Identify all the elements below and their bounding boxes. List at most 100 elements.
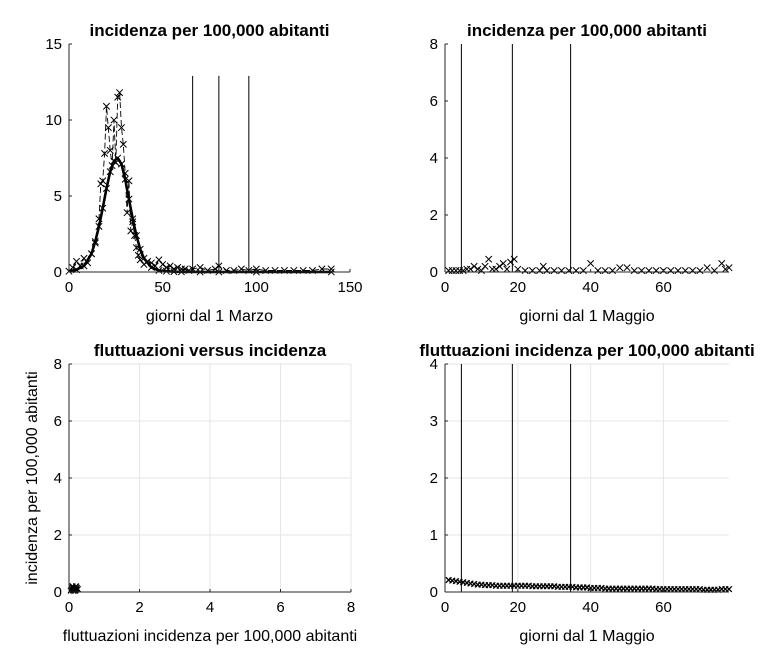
data-point xyxy=(674,267,682,275)
data-point-dot xyxy=(698,588,701,591)
data-point-dot xyxy=(640,587,643,590)
data-point xyxy=(718,259,726,268)
data-point-dot xyxy=(709,588,712,591)
data-point-dot xyxy=(524,584,527,587)
data-point-dot xyxy=(717,588,720,591)
data-point-dot xyxy=(545,585,548,588)
data-point xyxy=(587,259,595,268)
data-point-dot xyxy=(556,585,559,588)
data-point-dot xyxy=(476,583,479,586)
y-tick-label: 6 xyxy=(54,413,62,430)
data-point xyxy=(99,177,107,185)
data-point xyxy=(101,149,109,157)
data-point xyxy=(503,265,511,273)
y-tick-label: 8 xyxy=(430,36,438,53)
data-point xyxy=(116,89,124,97)
data-point-dot xyxy=(626,587,629,590)
data-point-dot xyxy=(604,587,607,590)
data-point-dot xyxy=(549,585,552,588)
data-point-dot xyxy=(586,586,588,589)
data-point xyxy=(623,264,631,272)
data-point xyxy=(499,259,507,268)
data-point-dot xyxy=(469,582,472,585)
data-point xyxy=(725,264,733,272)
data-point xyxy=(121,175,129,183)
data-point xyxy=(528,267,536,275)
data-point-dot xyxy=(571,585,574,588)
data-point-dot xyxy=(513,584,516,587)
data-point-dot xyxy=(713,588,716,591)
y-tick-label: 0 xyxy=(430,584,438,601)
data-point-dot xyxy=(600,587,603,590)
y-tick-label: 15 xyxy=(45,36,62,53)
x-axis-label: giorni dal 1 Maggio xyxy=(519,308,654,325)
data-point xyxy=(95,222,103,230)
data-point xyxy=(110,116,118,124)
data-point-dot xyxy=(451,579,454,582)
data-point xyxy=(106,146,114,154)
data-point-dot xyxy=(527,584,530,587)
data-point xyxy=(129,215,137,223)
data-point xyxy=(496,262,504,270)
x-tick-label: 8 xyxy=(347,599,355,616)
data-point-dot xyxy=(480,583,483,586)
y-tick-label: 2 xyxy=(430,207,438,224)
data-point xyxy=(485,255,493,263)
data-point-dot xyxy=(728,588,730,591)
data-point-dot xyxy=(454,580,457,583)
data-point-dot xyxy=(658,588,661,591)
data-point xyxy=(608,267,617,275)
data-point-dot xyxy=(655,588,658,591)
x-axis-label: giorni dal 1 Marzo xyxy=(146,308,273,325)
data-point-dot xyxy=(535,585,538,588)
data-point xyxy=(132,231,140,240)
y-tick-label: 4 xyxy=(54,470,62,487)
data-point-dot xyxy=(651,587,654,590)
data-point xyxy=(474,265,482,273)
data-point-dot xyxy=(611,587,614,590)
data-point xyxy=(652,267,660,275)
data-point xyxy=(91,238,99,246)
data-point-dot xyxy=(618,587,621,590)
data-point-dot xyxy=(505,584,508,587)
data-point xyxy=(616,264,624,272)
data-point-dot xyxy=(538,585,541,588)
data-point xyxy=(114,93,122,101)
x-axis-label: fluttuazioni incidenza per 100,000 abita… xyxy=(63,628,357,645)
data-point-dot xyxy=(473,583,476,586)
data-point-dot xyxy=(622,587,625,590)
data-point xyxy=(87,250,96,258)
x-tick-label: 0 xyxy=(65,599,73,616)
data-point xyxy=(681,267,689,275)
data-point xyxy=(102,184,111,192)
panel-fluctuations-may: fluttuazioni incidenza per 100,000 abita… xyxy=(419,341,754,645)
data-point xyxy=(543,267,551,275)
data-point-dot xyxy=(560,585,563,588)
plot-area xyxy=(445,44,729,272)
data-point-dot xyxy=(564,585,567,588)
data-point xyxy=(594,267,602,275)
data-point xyxy=(696,267,704,275)
data-point-dot xyxy=(607,587,610,590)
data-point-dot xyxy=(491,584,494,587)
data-point xyxy=(689,267,697,275)
data-point xyxy=(572,267,580,275)
data-point xyxy=(125,195,133,203)
y-tick-label: 3 xyxy=(430,413,438,430)
data-point-dot xyxy=(677,588,680,591)
x-tick-label: 4 xyxy=(206,599,214,616)
y-tick-label: 10 xyxy=(45,112,62,129)
data-point xyxy=(72,257,81,265)
y-tick-label: 8 xyxy=(54,356,62,373)
data-point xyxy=(630,267,638,275)
data-point-dot xyxy=(520,584,523,587)
data-point xyxy=(117,160,126,168)
data-point-dot xyxy=(567,585,570,588)
data-point xyxy=(721,265,729,273)
data-point-dot xyxy=(509,584,512,587)
data-point-dot xyxy=(578,586,581,589)
x-tick-label: 2 xyxy=(135,599,143,616)
y-tick-label: 0 xyxy=(54,584,62,601)
data-point-dot xyxy=(669,588,672,591)
